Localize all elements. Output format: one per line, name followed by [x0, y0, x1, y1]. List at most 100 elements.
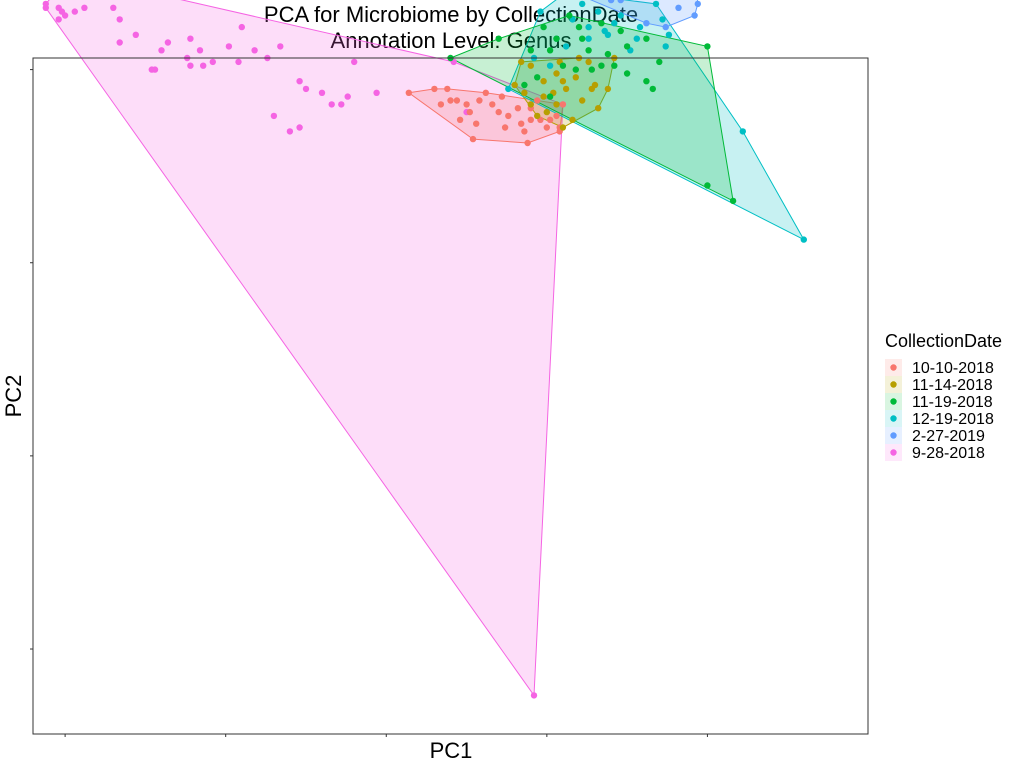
- data-point: [338, 101, 345, 108]
- data-point: [405, 89, 412, 97]
- data-point: [466, 108, 473, 116]
- legend-marker: [890, 381, 897, 388]
- data-point: [187, 35, 194, 42]
- legend-label: 11-14-2018: [912, 377, 993, 394]
- y-axis-label: PC2: [1, 375, 26, 418]
- legend-item-12-19-2018: 12-19-2018: [885, 410, 994, 428]
- data-point: [431, 85, 438, 93]
- data-point: [623, 43, 631, 50]
- data-point: [505, 85, 512, 93]
- legend-marker: [890, 415, 897, 422]
- legend-item-2-27-2019: 2-27-2019: [885, 427, 985, 445]
- data-point: [579, 35, 586, 42]
- data-point: [42, 0, 49, 8]
- point-layer: [42, 0, 807, 699]
- data-point: [501, 124, 509, 131]
- data-point: [617, 0, 624, 4]
- data-point: [595, 105, 602, 112]
- data-point: [373, 89, 380, 97]
- data-point: [527, 116, 534, 124]
- data-point: [514, 105, 522, 112]
- legend-label: 10-10-2018: [912, 360, 994, 377]
- data-point: [611, 20, 618, 27]
- legend-marker: [890, 398, 897, 405]
- data-point: [238, 23, 245, 31]
- series-11-14-2018: [511, 54, 618, 131]
- data-point: [623, 70, 631, 77]
- data-point: [656, 58, 663, 66]
- data-point: [662, 43, 669, 50]
- data-point: [251, 47, 258, 54]
- legend-item-11-14-2018: 11-14-2018: [885, 376, 993, 394]
- x-axis-label: PC1: [430, 738, 473, 763]
- data-point: [585, 35, 592, 42]
- data-point: [534, 97, 541, 104]
- data-point: [566, 12, 573, 19]
- data-point: [636, 23, 644, 31]
- data-point: [498, 93, 506, 100]
- axis-ticks: [30, 69, 708, 737]
- data-point: [604, 50, 612, 58]
- data-point: [344, 93, 351, 100]
- legend-marker: [890, 364, 897, 371]
- data-point: [58, 8, 66, 15]
- data-point: [643, 78, 650, 85]
- data-point: [351, 58, 358, 66]
- legend-label: 12-19-2018: [912, 411, 994, 428]
- series-2-27-2019: [607, 0, 701, 31]
- legend-label: 11-19-2018: [912, 394, 993, 411]
- chart-title: PCA for Microbiome by CollectionDate: [264, 2, 638, 27]
- data-point: [540, 23, 547, 31]
- data-point: [476, 97, 483, 104]
- data-point: [585, 58, 592, 66]
- data-point: [729, 197, 737, 205]
- data-point: [559, 101, 567, 108]
- data-point: [473, 120, 480, 127]
- data-point: [81, 4, 88, 11]
- data-point: [116, 39, 123, 46]
- legend: CollectionDate 10-10-201811-14-201811-19…: [885, 331, 1002, 462]
- data-point: [187, 62, 194, 69]
- data-point: [579, 97, 586, 104]
- data-point: [521, 89, 528, 97]
- data-point: [694, 0, 701, 8]
- data-point: [296, 78, 303, 85]
- data-point: [540, 78, 547, 85]
- data-point: [559, 78, 567, 85]
- data-point: [296, 124, 303, 131]
- data-point: [643, 35, 650, 42]
- data-point: [527, 47, 534, 54]
- data-point: [521, 81, 528, 89]
- data-point: [588, 66, 595, 73]
- data-point: [200, 62, 207, 69]
- legend-marker: [890, 449, 897, 456]
- data-point: [437, 101, 445, 108]
- data-point: [546, 47, 554, 54]
- data-point: [643, 20, 650, 27]
- data-point: [591, 81, 599, 89]
- data-point: [704, 182, 711, 189]
- data-point: [611, 62, 618, 69]
- data-point: [318, 89, 326, 97]
- data-point: [800, 236, 807, 243]
- data-point: [270, 112, 278, 120]
- data-point: [524, 139, 531, 147]
- data-point: [495, 108, 502, 116]
- data-point: [158, 47, 165, 54]
- data-point: [456, 116, 464, 124]
- data-point: [546, 116, 554, 124]
- data-point: [617, 12, 624, 19]
- data-point: [585, 23, 592, 31]
- data-point: [521, 128, 528, 135]
- data-point: [518, 120, 525, 127]
- data-point: [572, 66, 579, 73]
- data-point: [534, 74, 541, 81]
- legend-marker: [890, 432, 897, 439]
- data-point: [607, 0, 615, 4]
- data-point: [463, 101, 470, 108]
- data-point: [302, 85, 310, 93]
- data-point: [659, 16, 666, 23]
- data-point: [116, 16, 123, 23]
- data-point: [489, 101, 496, 108]
